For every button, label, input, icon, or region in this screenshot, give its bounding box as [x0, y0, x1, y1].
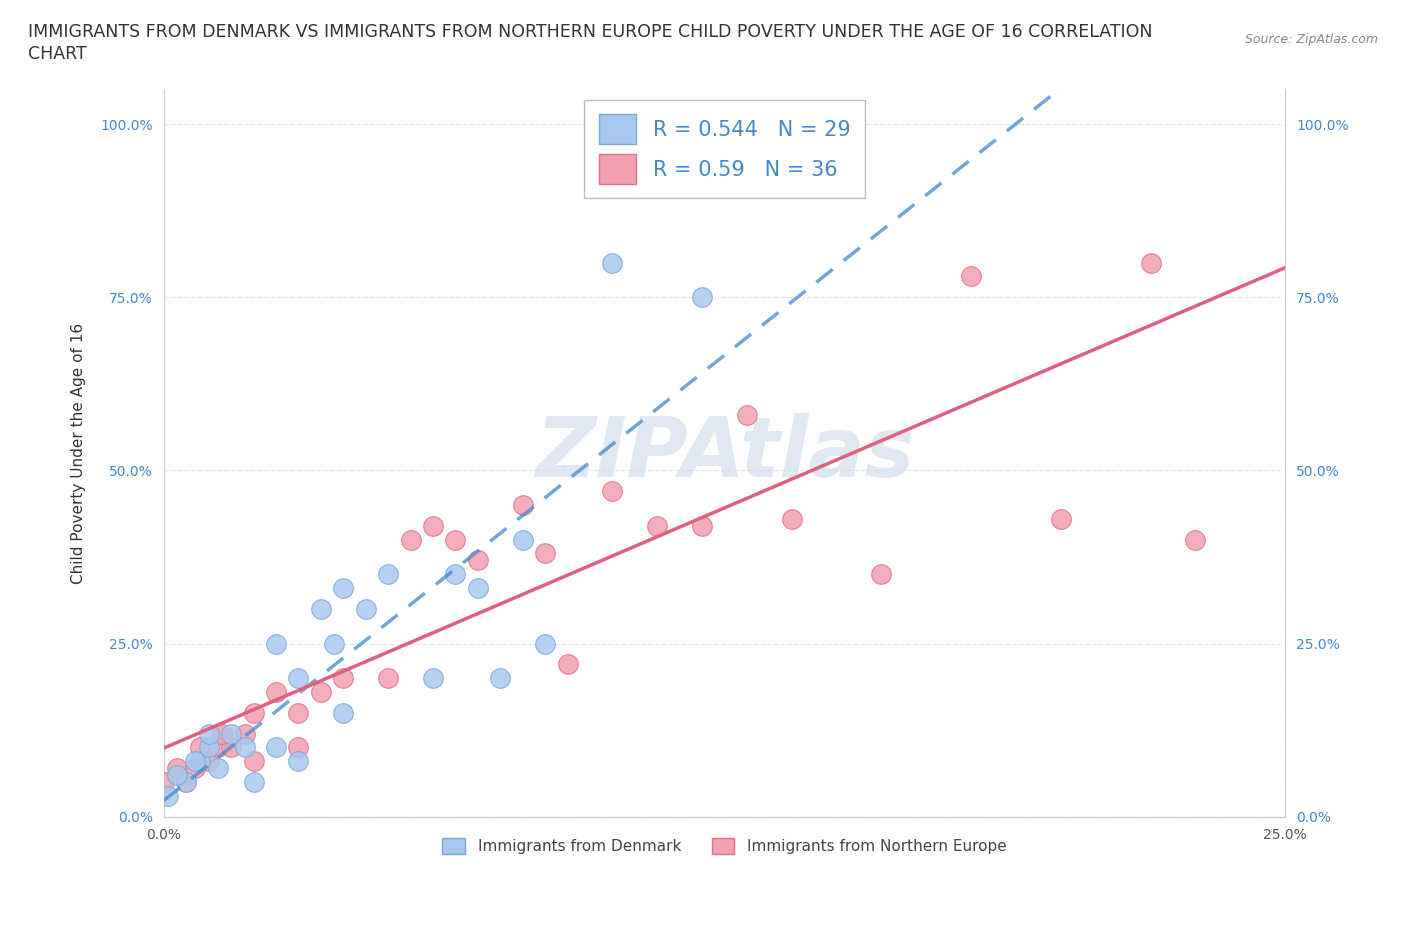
- Point: [534, 636, 557, 651]
- Point: [207, 761, 229, 776]
- Point: [1139, 255, 1161, 270]
- Point: [242, 775, 264, 790]
- Point: [264, 684, 287, 699]
- Point: [207, 740, 229, 755]
- Point: [211, 726, 233, 741]
- Point: [602, 484, 624, 498]
- Point: [166, 761, 188, 776]
- Point: [534, 546, 557, 561]
- Point: [489, 671, 512, 685]
- Point: [287, 705, 309, 720]
- Point: [690, 290, 713, 305]
- Point: [309, 602, 332, 617]
- Point: [219, 740, 242, 755]
- Point: [233, 726, 256, 741]
- Point: [645, 518, 668, 533]
- Point: [1184, 532, 1206, 547]
- Y-axis label: Child Poverty Under the Age of 16: Child Poverty Under the Age of 16: [72, 323, 86, 584]
- Point: [233, 740, 256, 755]
- Point: [153, 775, 176, 790]
- Point: [184, 761, 207, 776]
- Point: [174, 775, 197, 790]
- Point: [825, 172, 848, 187]
- Point: [444, 566, 467, 581]
- Text: ZIPAtlas: ZIPAtlas: [534, 413, 914, 494]
- Point: [557, 657, 579, 671]
- Point: [467, 553, 489, 568]
- Point: [197, 726, 219, 741]
- Point: [960, 269, 983, 284]
- Point: [332, 671, 354, 685]
- Point: [512, 498, 534, 512]
- Point: [354, 602, 377, 617]
- Point: [399, 532, 422, 547]
- Point: [422, 518, 444, 533]
- Point: [287, 740, 309, 755]
- Point: [377, 671, 399, 685]
- Point: [512, 532, 534, 547]
- Point: [332, 580, 354, 595]
- Point: [242, 754, 264, 769]
- Point: [197, 754, 219, 769]
- Point: [166, 767, 188, 782]
- Point: [184, 754, 207, 769]
- Point: [377, 566, 399, 581]
- Point: [188, 740, 211, 755]
- Point: [870, 566, 893, 581]
- Point: [735, 407, 758, 422]
- Point: [1050, 512, 1073, 526]
- Point: [287, 671, 309, 685]
- Point: [287, 754, 309, 769]
- Point: [188, 754, 211, 769]
- Point: [780, 512, 803, 526]
- Point: [602, 255, 624, 270]
- Point: [422, 671, 444, 685]
- Point: [332, 705, 354, 720]
- Text: Source: ZipAtlas.com: Source: ZipAtlas.com: [1244, 33, 1378, 46]
- Point: [219, 726, 242, 741]
- Point: [174, 775, 197, 790]
- Text: CHART: CHART: [28, 45, 87, 62]
- Point: [264, 636, 287, 651]
- Point: [309, 684, 332, 699]
- Point: [157, 789, 180, 804]
- Text: IMMIGRANTS FROM DENMARK VS IMMIGRANTS FROM NORTHERN EUROPE CHILD POVERTY UNDER T: IMMIGRANTS FROM DENMARK VS IMMIGRANTS FR…: [28, 23, 1153, 41]
- Point: [197, 740, 219, 755]
- Point: [444, 532, 467, 547]
- Point: [264, 740, 287, 755]
- Legend: Immigrants from Denmark, Immigrants from Northern Europe: Immigrants from Denmark, Immigrants from…: [436, 831, 1012, 860]
- Point: [242, 705, 264, 720]
- Point: [323, 636, 346, 651]
- Point: [467, 580, 489, 595]
- Point: [690, 518, 713, 533]
